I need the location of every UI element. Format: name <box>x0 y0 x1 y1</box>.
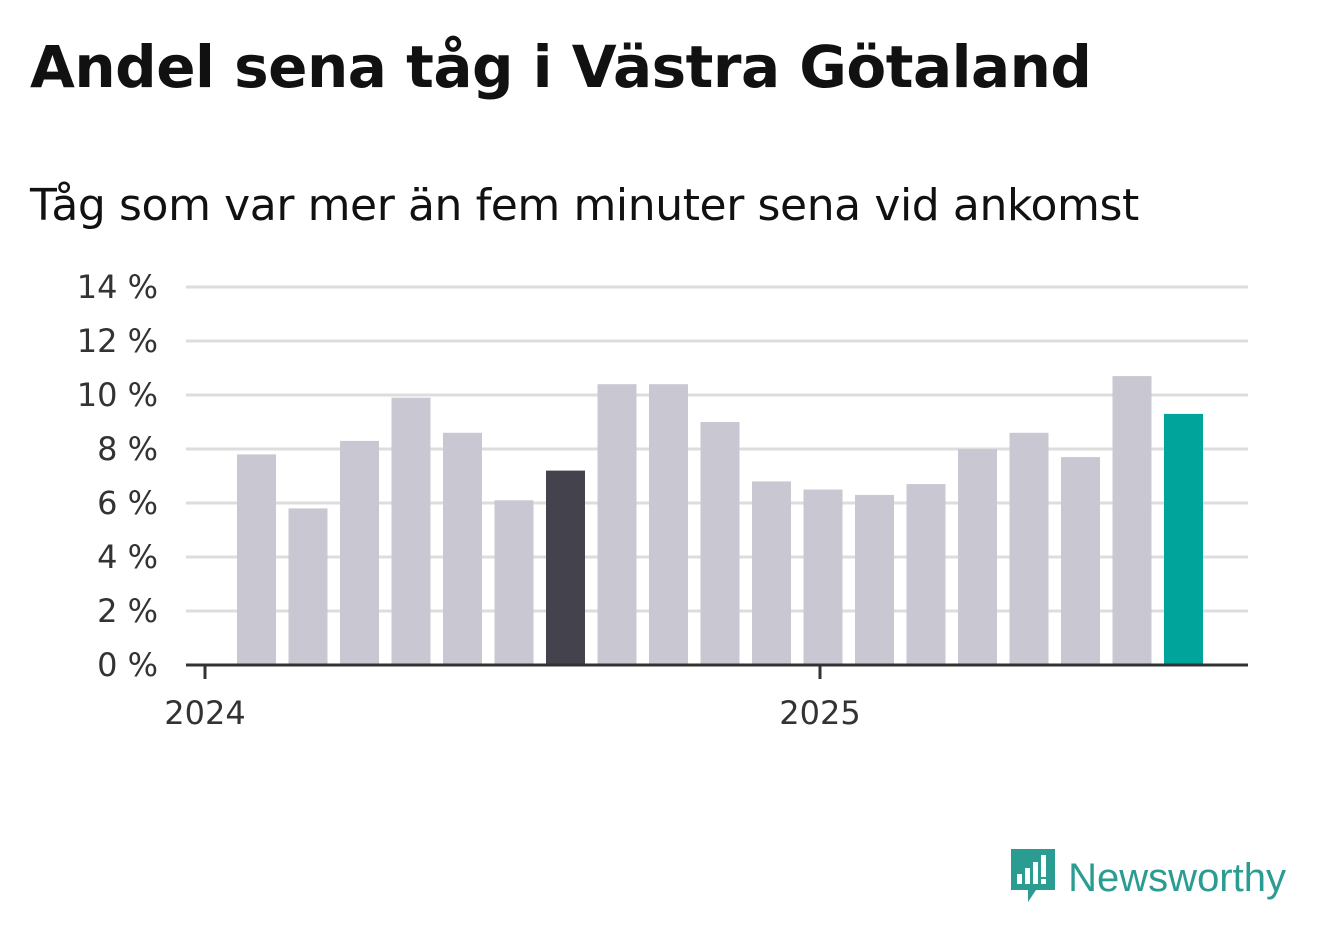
x-tick-label: 2025 <box>779 694 860 732</box>
bar-2025-08 <box>1164 413 1203 665</box>
bar-2024-10 <box>649 384 688 665</box>
y-tick-label: 0 % <box>97 646 158 684</box>
y-tick-label: 2 % <box>97 592 158 630</box>
bar-2025-01 <box>803 489 843 665</box>
bar-2025-02 <box>855 494 894 665</box>
bars <box>237 376 1203 665</box>
bar-2024-12 <box>752 481 791 665</box>
y-axis-labels: 0 % 2 % 4 % 6 % 8 % 10 % 12 % 14 % <box>77 268 158 684</box>
bar-2025-03 <box>906 484 946 665</box>
x-tick-label: 2024 <box>164 694 245 732</box>
y-tick-label: 14 % <box>77 268 158 306</box>
chart-subtitle: Tåg som var mer än fem minuter sena vid … <box>30 180 1139 231</box>
chart-title: Andel sena tåg i Västra Götaland <box>30 33 1092 101</box>
bar-2024-06 <box>443 432 482 665</box>
newsworthy-logo-text: Newsworthy <box>1068 855 1286 900</box>
y-tick-label: 12 % <box>77 322 158 360</box>
x-axis-labels: 2024 2025 <box>164 694 860 732</box>
newsworthy-logo-icon <box>1008 846 1058 910</box>
bar-2025-06 <box>1061 457 1100 665</box>
bar-2024-04 <box>340 440 379 665</box>
bar-2025-04 <box>958 449 997 665</box>
newsworthy-logo: Newsworthy <box>1008 846 1286 910</box>
bar-2024-07 <box>494 500 534 665</box>
x-axis <box>186 663 1248 679</box>
y-tick-label: 8 % <box>97 430 158 468</box>
bar-2025-05 <box>1009 432 1049 665</box>
y-tick-label: 10 % <box>77 376 158 414</box>
bar-2024-11 <box>700 422 740 665</box>
y-tick-label: 6 % <box>97 484 158 522</box>
bar-2024-02 <box>237 454 276 665</box>
y-tick-label: 4 % <box>97 538 158 576</box>
bar-2024-09 <box>597 384 637 665</box>
bar-2024-03 <box>288 508 328 665</box>
bar-2024-05 <box>391 397 431 665</box>
bar-2024-08 <box>546 470 585 665</box>
bar-chart: 0 % 2 % 4 % 6 % 8 % 10 % 12 % 14 % 2024 2025 <box>77 268 1248 732</box>
bar-2025-07 <box>1112 376 1152 665</box>
